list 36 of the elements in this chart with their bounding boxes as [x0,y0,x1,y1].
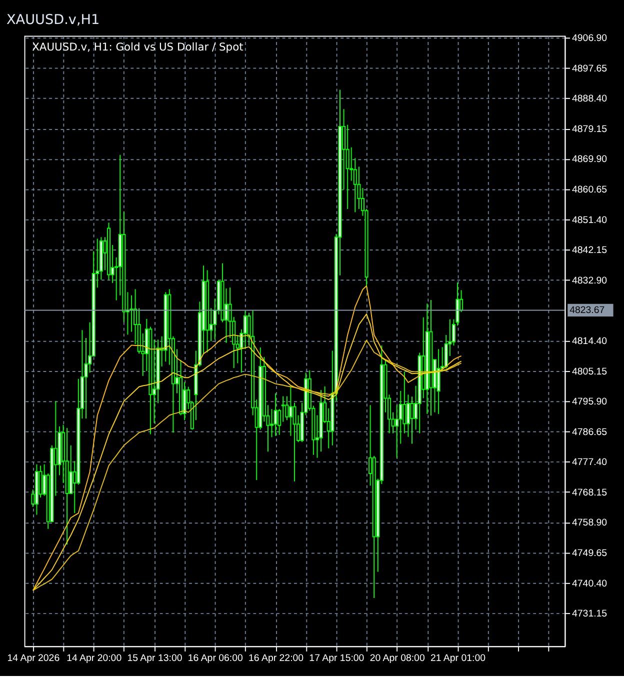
y-tick-label: 4758.90 [572,518,608,529]
candlestick [410,396,414,444]
y-tick-label: 4768.15 [572,487,608,498]
candlestick [281,396,285,422]
ref-line-label: 4823.67 [570,305,605,316]
y-tick-label: 4906.90 [572,33,608,44]
candlestick [292,402,296,482]
y-tick-label: 4731.15 [572,608,608,620]
x-tick-label: 14 Apr 2026 [7,653,60,664]
y-tick-label: 4897.65 [572,63,608,74]
candlestick [274,392,278,436]
y-tick-label: 4879.15 [572,124,608,135]
chart-title: XAUUSD.v,H1 [6,12,100,28]
candlestick [288,386,292,436]
candlestick [436,348,440,414]
y-tick-label: 4749.65 [572,548,608,560]
x-tick-label: 16 Apr 06:00 [188,653,244,664]
y-tick-label: 4777.40 [572,457,608,468]
y-tick-label: 4869.90 [572,154,608,166]
x-tick-label: 20 Apr 08:00 [370,653,426,664]
x-tick-label: 15 Apr 13:00 [127,653,183,664]
x-tick-label: 21 Apr 01:00 [430,653,486,664]
y-tick-label: 4860.65 [572,184,608,196]
y-tick-label: 4740.40 [572,578,608,590]
y-tick-label: 4814.40 [572,336,608,347]
y-tick-label: 4888.40 [572,94,608,105]
x-tick-label: 16 Apr 22:00 [248,653,304,664]
y-tick-label: 4805.15 [572,366,608,378]
y-tick-label: 4786.65 [572,426,608,438]
y-tick-label: 4832.90 [572,275,608,286]
y-tick-label: 4851.40 [572,214,608,226]
x-tick-label: 17 Apr 15:00 [309,653,365,664]
y-tick-label: 4842.15 [572,245,608,256]
annotation: XAUUSD.v, H1: Gold vs US Dollar / Spot [32,40,244,54]
x-tick-label: 14 Apr 20:00 [66,653,122,664]
y-tick-label: 4795.90 [572,396,608,408]
